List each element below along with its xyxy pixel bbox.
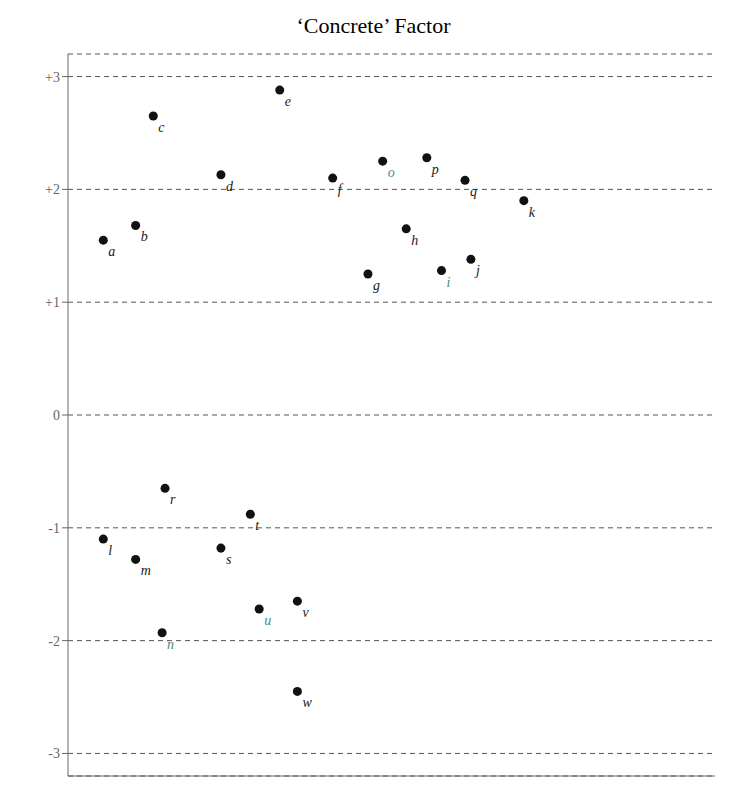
svg-text:q: q xyxy=(470,184,477,199)
svg-text:o: o xyxy=(388,165,395,180)
svg-text:h: h xyxy=(411,233,418,248)
svg-text:-1: -1 xyxy=(48,521,60,536)
svg-text:s: s xyxy=(226,552,232,567)
svg-text:c: c xyxy=(158,120,165,135)
svg-text:p: p xyxy=(431,162,439,177)
svg-text:g: g xyxy=(373,278,380,293)
svg-text:w: w xyxy=(302,695,312,710)
svg-text:u: u xyxy=(264,613,271,628)
svg-text:i: i xyxy=(446,275,450,290)
svg-text:+3: +3 xyxy=(45,70,60,85)
svg-text:+1: +1 xyxy=(45,295,60,310)
svg-text:r: r xyxy=(170,492,176,507)
svg-text:-3: -3 xyxy=(48,746,60,761)
svg-text:d: d xyxy=(226,179,234,194)
svg-text:k: k xyxy=(529,205,536,220)
svg-text:t: t xyxy=(255,518,260,533)
svg-text:m: m xyxy=(141,563,151,578)
svg-text:a: a xyxy=(108,244,115,259)
svg-text:l: l xyxy=(108,543,112,558)
svg-text:b: b xyxy=(141,229,148,244)
svg-text:v: v xyxy=(302,605,309,620)
svg-text:j: j xyxy=(474,263,480,278)
svg-text:-2: -2 xyxy=(48,634,60,649)
svg-text:0: 0 xyxy=(53,408,60,423)
html-text:‘Concrete’ Factor: ‘Concrete’ Factor xyxy=(296,13,451,38)
svg-text:e: e xyxy=(285,94,291,109)
svg-text:f: f xyxy=(338,182,344,197)
svg-text:+2: +2 xyxy=(45,182,60,197)
svg-text:n: n xyxy=(167,637,174,652)
